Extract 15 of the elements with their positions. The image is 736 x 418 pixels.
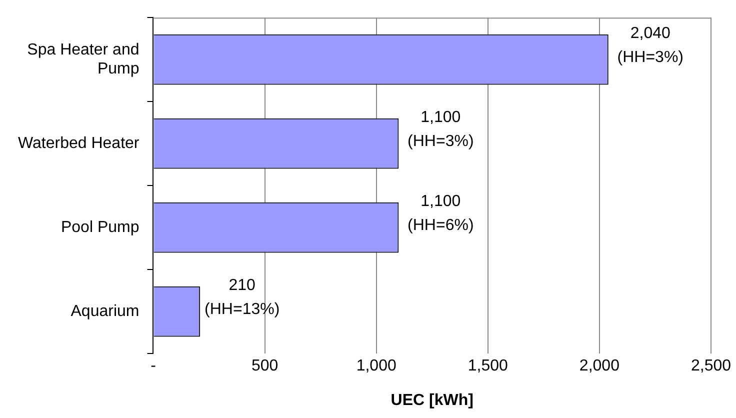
x-tick-label: 500 xyxy=(251,358,278,375)
x-tick-label: 2,500 xyxy=(690,358,732,375)
y-tick-label: Waterbed Heater xyxy=(18,135,140,152)
y-tick-label: Pool Pump xyxy=(60,219,140,236)
data-label: 2,040 (HH=3%) xyxy=(617,25,684,66)
y-tick-label: Spa Heater and Pump xyxy=(27,41,140,78)
data-label: 1,100 (HH=3%) xyxy=(408,109,474,150)
x-axis-title: UEC [kWh] xyxy=(390,392,474,409)
y-tick-label: Aquarium xyxy=(70,303,140,320)
x-tick-label: - xyxy=(150,358,156,375)
data-label: 1,100 (HH=6%) xyxy=(408,193,474,234)
x-tick-label: 2,000 xyxy=(579,358,620,375)
x-tick-label: 1,000 xyxy=(356,358,396,375)
x-tick-label: 1,500 xyxy=(468,358,508,375)
data-label: 210 (HH=13%) xyxy=(204,277,280,318)
